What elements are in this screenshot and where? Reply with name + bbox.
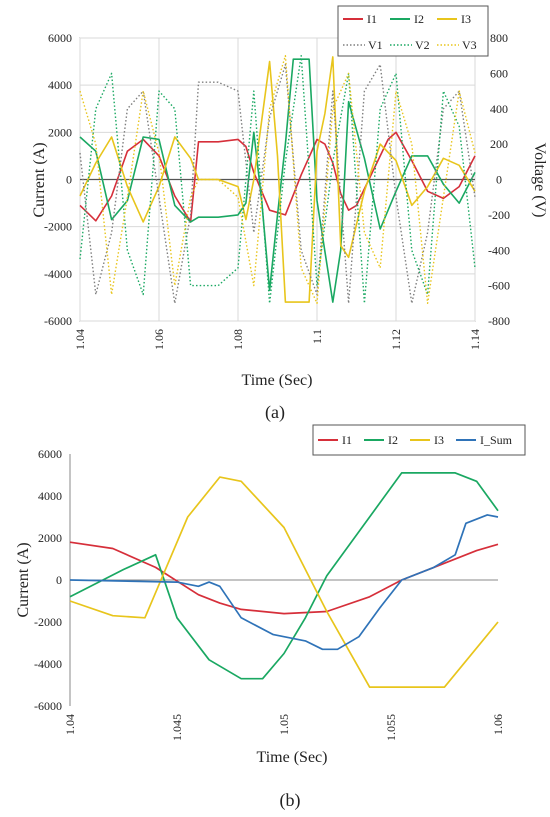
chart-b-xtick-label: 1.06	[491, 714, 505, 735]
legend-b-label-I1: I1	[342, 433, 352, 447]
legend-b-item-I_Sum: I_Sum	[456, 433, 513, 447]
chart-b-ytick-label: -2000	[34, 615, 62, 629]
chart-a-y2-ticks: 800 600 400 200 0 -200 -400 -600 -800	[488, 31, 510, 328]
chart-a-y2tick-label: 200	[490, 137, 508, 151]
chart-a-legend-box	[337, 5, 489, 57]
chart-a-y2tick-label: 0	[496, 173, 502, 187]
chart-a-ytick-label: -2000	[44, 220, 72, 234]
chart-a-xtick-label: 1.14	[468, 329, 482, 350]
chart-a-series-V3	[79, 55, 476, 304]
legend-b-label-I3: I3	[434, 433, 444, 447]
chart-a-y-ticks: 6000 4000 2000 0 -2000 -4000 -6000	[44, 31, 72, 328]
chart-a-ytick-label: 2000	[48, 125, 72, 139]
legend-label-V2: V2	[415, 38, 430, 52]
chart-b-legend: I1 I2 I3 I_Sum	[312, 424, 526, 456]
chart-a-ytick-label: 4000	[48, 78, 72, 92]
legend-label-V1: V1	[368, 38, 383, 52]
chart-b-x-ticks: 1.04 1.045 1.05 1.055 1.06	[63, 714, 505, 741]
chart-a-xtick-label: 1.12	[389, 329, 403, 350]
chart-b-y-axis-label: Current (A)	[15, 542, 32, 617]
chart-a-xtick-label: 1.1	[310, 329, 324, 344]
chart-a-ytick-label: 6000	[48, 31, 72, 45]
chart-a-series-I1	[79, 131, 476, 223]
chart-b-xtick-label: 1.04	[63, 714, 77, 735]
chart-a-y2-axis-label: Voltage (V)	[531, 143, 548, 218]
legend-item-I1: I1	[343, 12, 377, 26]
chart-a-caption: (a)	[265, 402, 285, 423]
chart-a-y2tick-label: 400	[490, 102, 508, 116]
chart-a-y2tick-label: 600	[490, 66, 508, 80]
chart-a-xtick-label: 1.06	[152, 329, 166, 350]
chart-b-series-I3	[69, 476, 499, 688]
chart-b-ytick-label: 2000	[38, 531, 62, 545]
chart-b-caption: (b)	[280, 790, 301, 811]
chart-a-y2tick-label: 800	[490, 31, 508, 45]
chart-a-series	[79, 55, 476, 304]
chart-a-xtick-label: 1.04	[73, 329, 87, 350]
legend-item-V3: V3	[437, 38, 477, 52]
chart-b-series-I2	[69, 472, 499, 680]
legend-b-label-I2: I2	[388, 433, 398, 447]
chart-a-y2tick-label: -400	[488, 243, 510, 257]
legend-b-item-I3: I3	[410, 433, 444, 447]
chart-a-y-axis-label: Current (A)	[31, 142, 48, 217]
chart-b-ytick-label: -6000	[34, 699, 62, 713]
chart-b-series-I_Sum	[69, 514, 499, 651]
chart-a-y2tick-label: -800	[488, 314, 510, 328]
legend-b-item-I2: I2	[364, 433, 398, 447]
chart-b-y-ticks: 6000 4000 2000 0 -2000 -4000 -6000	[34, 447, 62, 713]
legend-label-I1: I1	[367, 12, 377, 26]
chart-b-series-I1	[69, 541, 499, 615]
chart-a-xtick-label: 1.08	[231, 329, 245, 350]
chart-a-ytick-label: -4000	[44, 267, 72, 281]
chart-b-xtick-label: 1.055	[384, 714, 398, 741]
chart-b-series	[69, 472, 499, 688]
legend-label-I3: I3	[461, 12, 471, 26]
chart-b-ytick-label: -4000	[34, 657, 62, 671]
legend-item-I3: I3	[437, 12, 471, 26]
chart-b-xtick-label: 1.045	[170, 714, 184, 741]
chart-a-series-V2	[79, 55, 476, 304]
legend-b-item-I1: I1	[318, 433, 352, 447]
chart-a-ytick-label: 0	[66, 173, 72, 187]
chart-b-xtick-label: 1.05	[277, 714, 291, 735]
legend-label-I2: I2	[414, 12, 424, 26]
chart-b-ytick-label: 6000	[38, 447, 62, 461]
chart-b-ytick-label: 4000	[38, 489, 62, 503]
chart-a-y2tick-label: -600	[488, 279, 510, 293]
chart-a-legend: I1 I2 I3 V1 V2 V3	[337, 5, 489, 57]
chart-a-y2tick-label: -200	[488, 208, 510, 222]
chart-b-axes	[69, 454, 498, 706]
legend-label-V3: V3	[462, 38, 477, 52]
chart-b-ytick-label: 0	[56, 573, 62, 587]
chart-a-series-I3	[79, 56, 476, 303]
chart-a-x-ticks: 1.04 1.06 1.08 1.1 1.12 1.14	[73, 329, 482, 350]
chart-a-ytick-label: -6000	[44, 314, 72, 328]
chart-a-x-axis-label: Time (Sec)	[242, 372, 313, 389]
legend-item-I2: I2	[390, 12, 424, 26]
legend-item-V2: V2	[390, 38, 430, 52]
legend-b-label-I_Sum: I_Sum	[480, 433, 513, 447]
chart-b-x-axis-label: Time (Sec)	[257, 749, 328, 766]
legend-item-V1: V1	[343, 38, 383, 52]
